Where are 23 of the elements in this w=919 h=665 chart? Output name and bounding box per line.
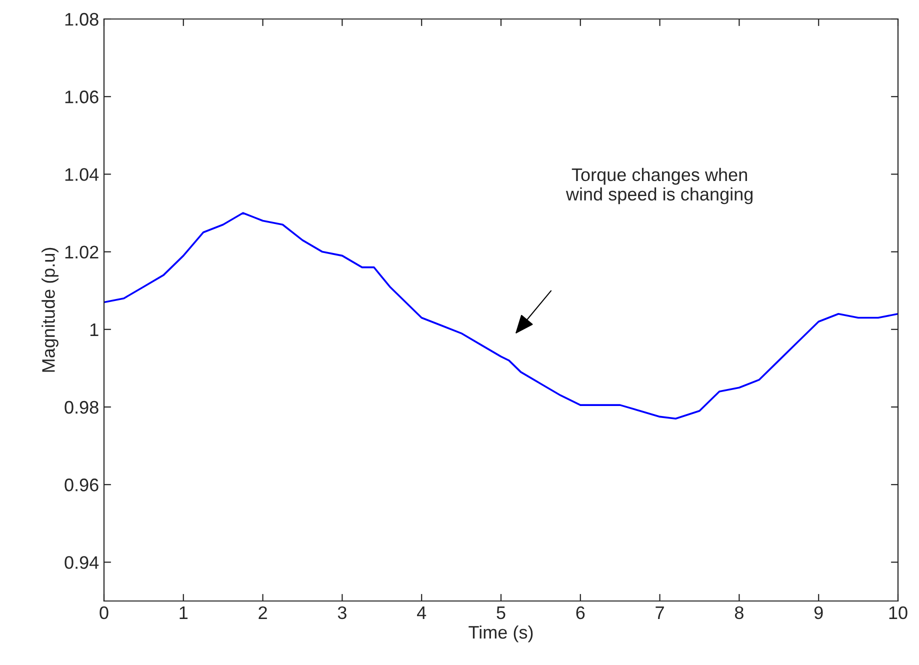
y-tick-label: 1.04 xyxy=(65,168,99,181)
y-tick-label: 1.02 xyxy=(65,246,98,259)
line-series xyxy=(104,212,898,420)
x-tick-label: 0 xyxy=(100,606,108,620)
y-tick-label: 1 xyxy=(90,324,98,336)
x-tick-label: 8 xyxy=(734,606,744,620)
y-tick-label: 0.98 xyxy=(64,400,98,414)
y-tick-label: 1.08 xyxy=(65,12,98,26)
x-tick-label: 4 xyxy=(416,606,426,619)
x-tick-label: 3 xyxy=(338,606,346,620)
x-tick-label: 7 xyxy=(656,606,664,619)
y-tick-label: 0.94 xyxy=(64,556,99,569)
y-tick-label: 0.96 xyxy=(64,478,98,492)
x-axis-title: Time (s) xyxy=(468,625,533,642)
x-tick-label: 1 xyxy=(180,606,188,619)
annotation: Torque changes when wind speed is changing xyxy=(566,168,752,204)
x-tick-label: 5 xyxy=(496,606,506,620)
x-tick-label: 10 xyxy=(889,606,908,620)
x-tick-label: 2 xyxy=(258,606,267,619)
y-axis-title: Magnitude (p.u) xyxy=(42,248,58,372)
x-tick-label: 6 xyxy=(576,606,585,620)
x-tick-label: 9 xyxy=(814,606,823,620)
y-tick-label: 1.06 xyxy=(65,90,98,104)
